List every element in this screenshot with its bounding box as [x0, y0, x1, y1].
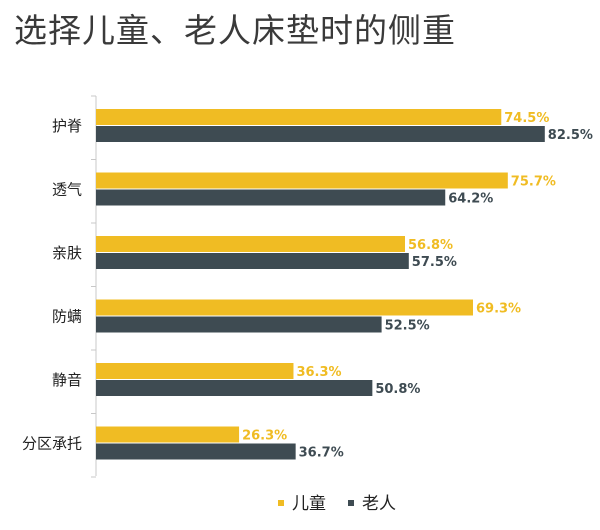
- data-label: 75.7%: [511, 175, 556, 190]
- bar-child: [96, 172, 508, 189]
- data-label: 36.3%: [296, 365, 341, 380]
- bar-elder: [96, 380, 373, 396]
- data-label: 57.5%: [412, 255, 457, 270]
- data-label: 82.5%: [548, 128, 593, 143]
- data-label: 69.3%: [476, 302, 521, 317]
- bar-elder: [96, 253, 409, 269]
- legend-label-elder: 老人: [362, 494, 396, 514]
- data-label: 26.3%: [242, 429, 287, 444]
- category-label: 静音: [52, 371, 82, 389]
- bar-elder: [96, 443, 296, 460]
- bar-elder: [96, 126, 545, 142]
- data-label: 74.5%: [504, 111, 549, 126]
- category-label: 防螨: [52, 308, 82, 326]
- bar-child: [96, 426, 240, 443]
- legend-swatch-elder: [348, 500, 354, 506]
- legend-swatch-child: [278, 500, 284, 506]
- bar-child: [96, 236, 405, 252]
- bar-elder: [96, 189, 446, 206]
- legend-label-child: 儿童: [292, 494, 326, 514]
- bar-child: [96, 363, 294, 379]
- data-label: 36.7%: [299, 446, 344, 461]
- data-label: 56.8%: [408, 238, 453, 253]
- bar-child: [96, 109, 502, 125]
- bar-child: [96, 299, 473, 316]
- data-label: 50.8%: [375, 382, 420, 397]
- category-label: 透气: [52, 181, 82, 199]
- bar-elder: [96, 316, 382, 333]
- category-label: 护脊: [52, 117, 82, 135]
- chart-title: 选择儿童、老人床垫时的侧重: [14, 11, 456, 50]
- category-label: 亲肤: [52, 244, 82, 262]
- data-label: 64.2%: [448, 192, 493, 207]
- data-label: 52.5%: [385, 319, 430, 334]
- category-label: 分区承托: [22, 435, 82, 453]
